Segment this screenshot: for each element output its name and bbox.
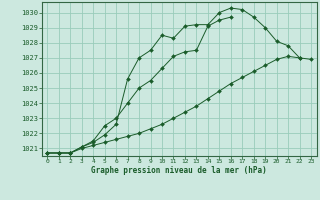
X-axis label: Graphe pression niveau de la mer (hPa): Graphe pression niveau de la mer (hPa) bbox=[91, 166, 267, 175]
